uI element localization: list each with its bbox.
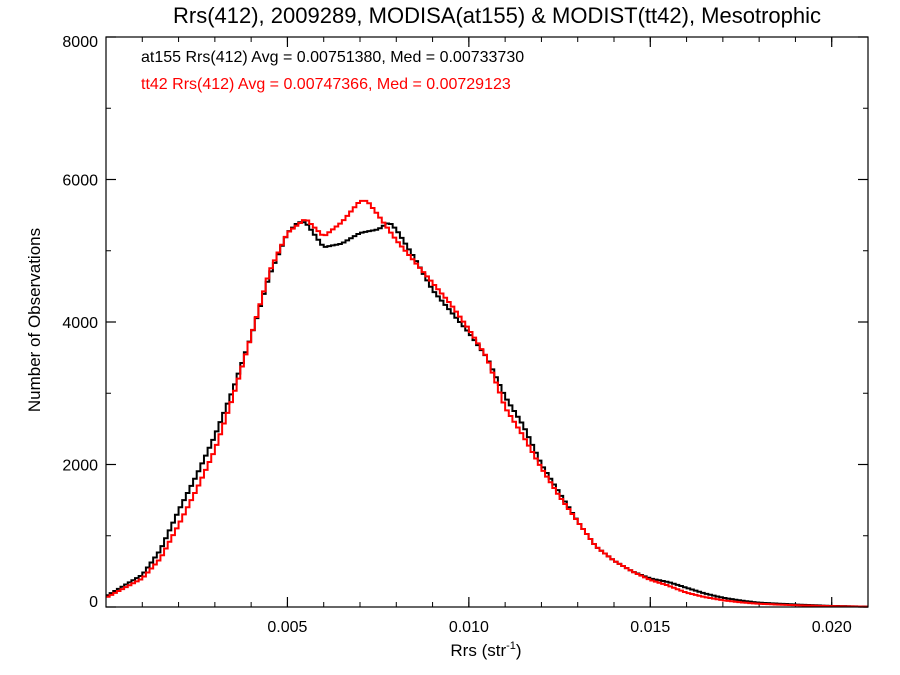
annotations: at155 Rrs(412) Avg = 0.00751380, Med = 0… bbox=[141, 49, 524, 93]
series-layer bbox=[106, 199, 868, 608]
plot-frame bbox=[105, 36, 869, 608]
x-tick-label: 0.005 bbox=[267, 619, 307, 636]
x-tick-label: 0.015 bbox=[630, 619, 670, 636]
x-axis-label-main: Rrs (str bbox=[450, 641, 506, 660]
series-line-at155 bbox=[106, 221, 868, 608]
x-axis-label: Rrs (str-1) bbox=[450, 640, 521, 660]
y-tick-label: 8000 bbox=[62, 34, 98, 51]
y-tick-label: 4000 bbox=[62, 315, 98, 332]
y-tick-label: 2000 bbox=[62, 458, 98, 475]
y-tick-label: 6000 bbox=[62, 173, 98, 190]
y-axis-label: Number of Observations bbox=[25, 228, 44, 412]
axis-ticks: 0.005 0.010 0.015 0.020 0 2000 4000 6000 8000 bbox=[62, 34, 868, 636]
x-axis-label-close: ) bbox=[516, 641, 522, 660]
chart-title: Rrs(412), 2009289, MODISA(at155) & MODIS… bbox=[173, 3, 821, 28]
x-axis-label-exponent: -1 bbox=[506, 640, 516, 652]
series-line-tt42 bbox=[106, 199, 868, 608]
x-tick-label: 0.010 bbox=[449, 619, 489, 636]
y-tick-label: 0 bbox=[89, 594, 98, 611]
stats-annotation: tt42 Rrs(412) Avg = 0.00747366, Med = 0.… bbox=[141, 76, 511, 93]
x-tick-label: 0.020 bbox=[812, 619, 852, 636]
stats-annotation: at155 Rrs(412) Avg = 0.00751380, Med = 0… bbox=[141, 49, 524, 66]
